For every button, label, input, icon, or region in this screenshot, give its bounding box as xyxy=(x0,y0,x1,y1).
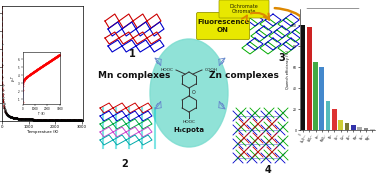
FancyBboxPatch shape xyxy=(197,12,249,39)
Bar xyxy=(351,125,356,130)
$\chi_M$ xyxy=(47,119,52,121)
$\chi_M$ xyxy=(79,119,84,121)
$\chi_M$ xyxy=(77,119,82,121)
Bar xyxy=(307,27,311,130)
Line: $\chi_M$: $\chi_M$ xyxy=(2,0,82,120)
Text: Fluorescence
OFF: Fluorescence OFF xyxy=(307,15,359,28)
Bar xyxy=(319,67,324,130)
Bar xyxy=(370,129,375,130)
FancyBboxPatch shape xyxy=(307,9,359,36)
Y-axis label: $\chi_M T$: $\chi_M T$ xyxy=(9,74,17,82)
Text: HOOC: HOOC xyxy=(183,120,195,124)
$\chi_M$ xyxy=(65,119,70,121)
Bar xyxy=(301,25,305,130)
FancyBboxPatch shape xyxy=(219,0,269,18)
Text: 4: 4 xyxy=(265,165,271,175)
Text: Fluorescence
ON: Fluorescence ON xyxy=(197,20,249,33)
X-axis label: T (K): T (K) xyxy=(38,112,45,116)
Text: 3: 3 xyxy=(279,53,285,63)
Text: O: O xyxy=(192,89,196,94)
Text: Dichromate
Chromate: Dichromate Chromate xyxy=(229,4,259,14)
Text: Mn complexes: Mn complexes xyxy=(98,71,170,81)
Text: 1: 1 xyxy=(129,49,135,59)
Bar xyxy=(338,120,343,130)
Bar xyxy=(313,62,318,130)
Text: Zn complexes: Zn complexes xyxy=(209,71,279,81)
Bar xyxy=(364,128,368,130)
X-axis label: Temperature (K): Temperature (K) xyxy=(27,130,58,134)
Bar xyxy=(357,127,362,130)
Y-axis label: Quench efficiency (%): Quench efficiency (%) xyxy=(286,50,290,89)
Bar xyxy=(332,109,337,130)
Text: 2: 2 xyxy=(122,159,129,169)
Bar xyxy=(326,101,330,130)
$\chi_M$ xyxy=(38,118,42,121)
Text: HOOC: HOOC xyxy=(161,68,174,72)
Bar xyxy=(345,123,349,130)
$\chi_M$ xyxy=(38,118,43,121)
$\chi_M$ xyxy=(43,119,47,121)
Text: COOH: COOH xyxy=(205,68,218,72)
Text: H₃cpota: H₃cpota xyxy=(174,127,204,133)
Ellipse shape xyxy=(150,39,228,147)
